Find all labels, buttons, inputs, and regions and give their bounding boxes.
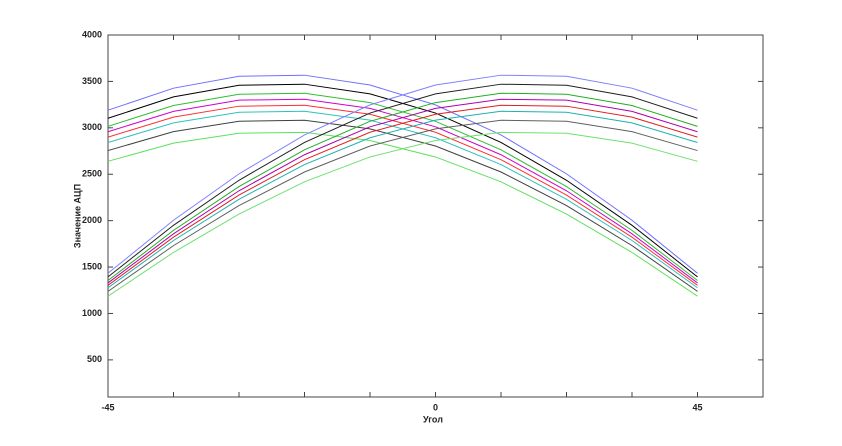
- y-tick-label: 500: [87, 354, 102, 364]
- y-tick-label: 2000: [82, 215, 102, 225]
- y-axis-label: Значение АЦП: [72, 184, 82, 248]
- y-tick-label: 3000: [82, 122, 102, 132]
- data-line: [107, 110, 698, 289]
- data-line: [107, 83, 698, 278]
- data-line: [107, 98, 698, 284]
- y-tick-label: 1500: [82, 261, 102, 271]
- x-axis-label: Угол: [423, 414, 443, 424]
- data-line: [107, 92, 698, 281]
- data-line: [107, 119, 698, 292]
- y-tick-label: 4000: [82, 29, 102, 39]
- data-line: [107, 74, 698, 274]
- data-line: [107, 104, 698, 286]
- data-line: [107, 131, 698, 297]
- x-tick-label: -45: [101, 402, 114, 412]
- y-tick-label: 1000: [82, 308, 102, 318]
- y-tick-label: 3500: [82, 76, 102, 86]
- x-tick-label: 45: [692, 402, 702, 412]
- x-tick-label: 0: [433, 402, 438, 412]
- y-tick-label: 2500: [82, 169, 102, 179]
